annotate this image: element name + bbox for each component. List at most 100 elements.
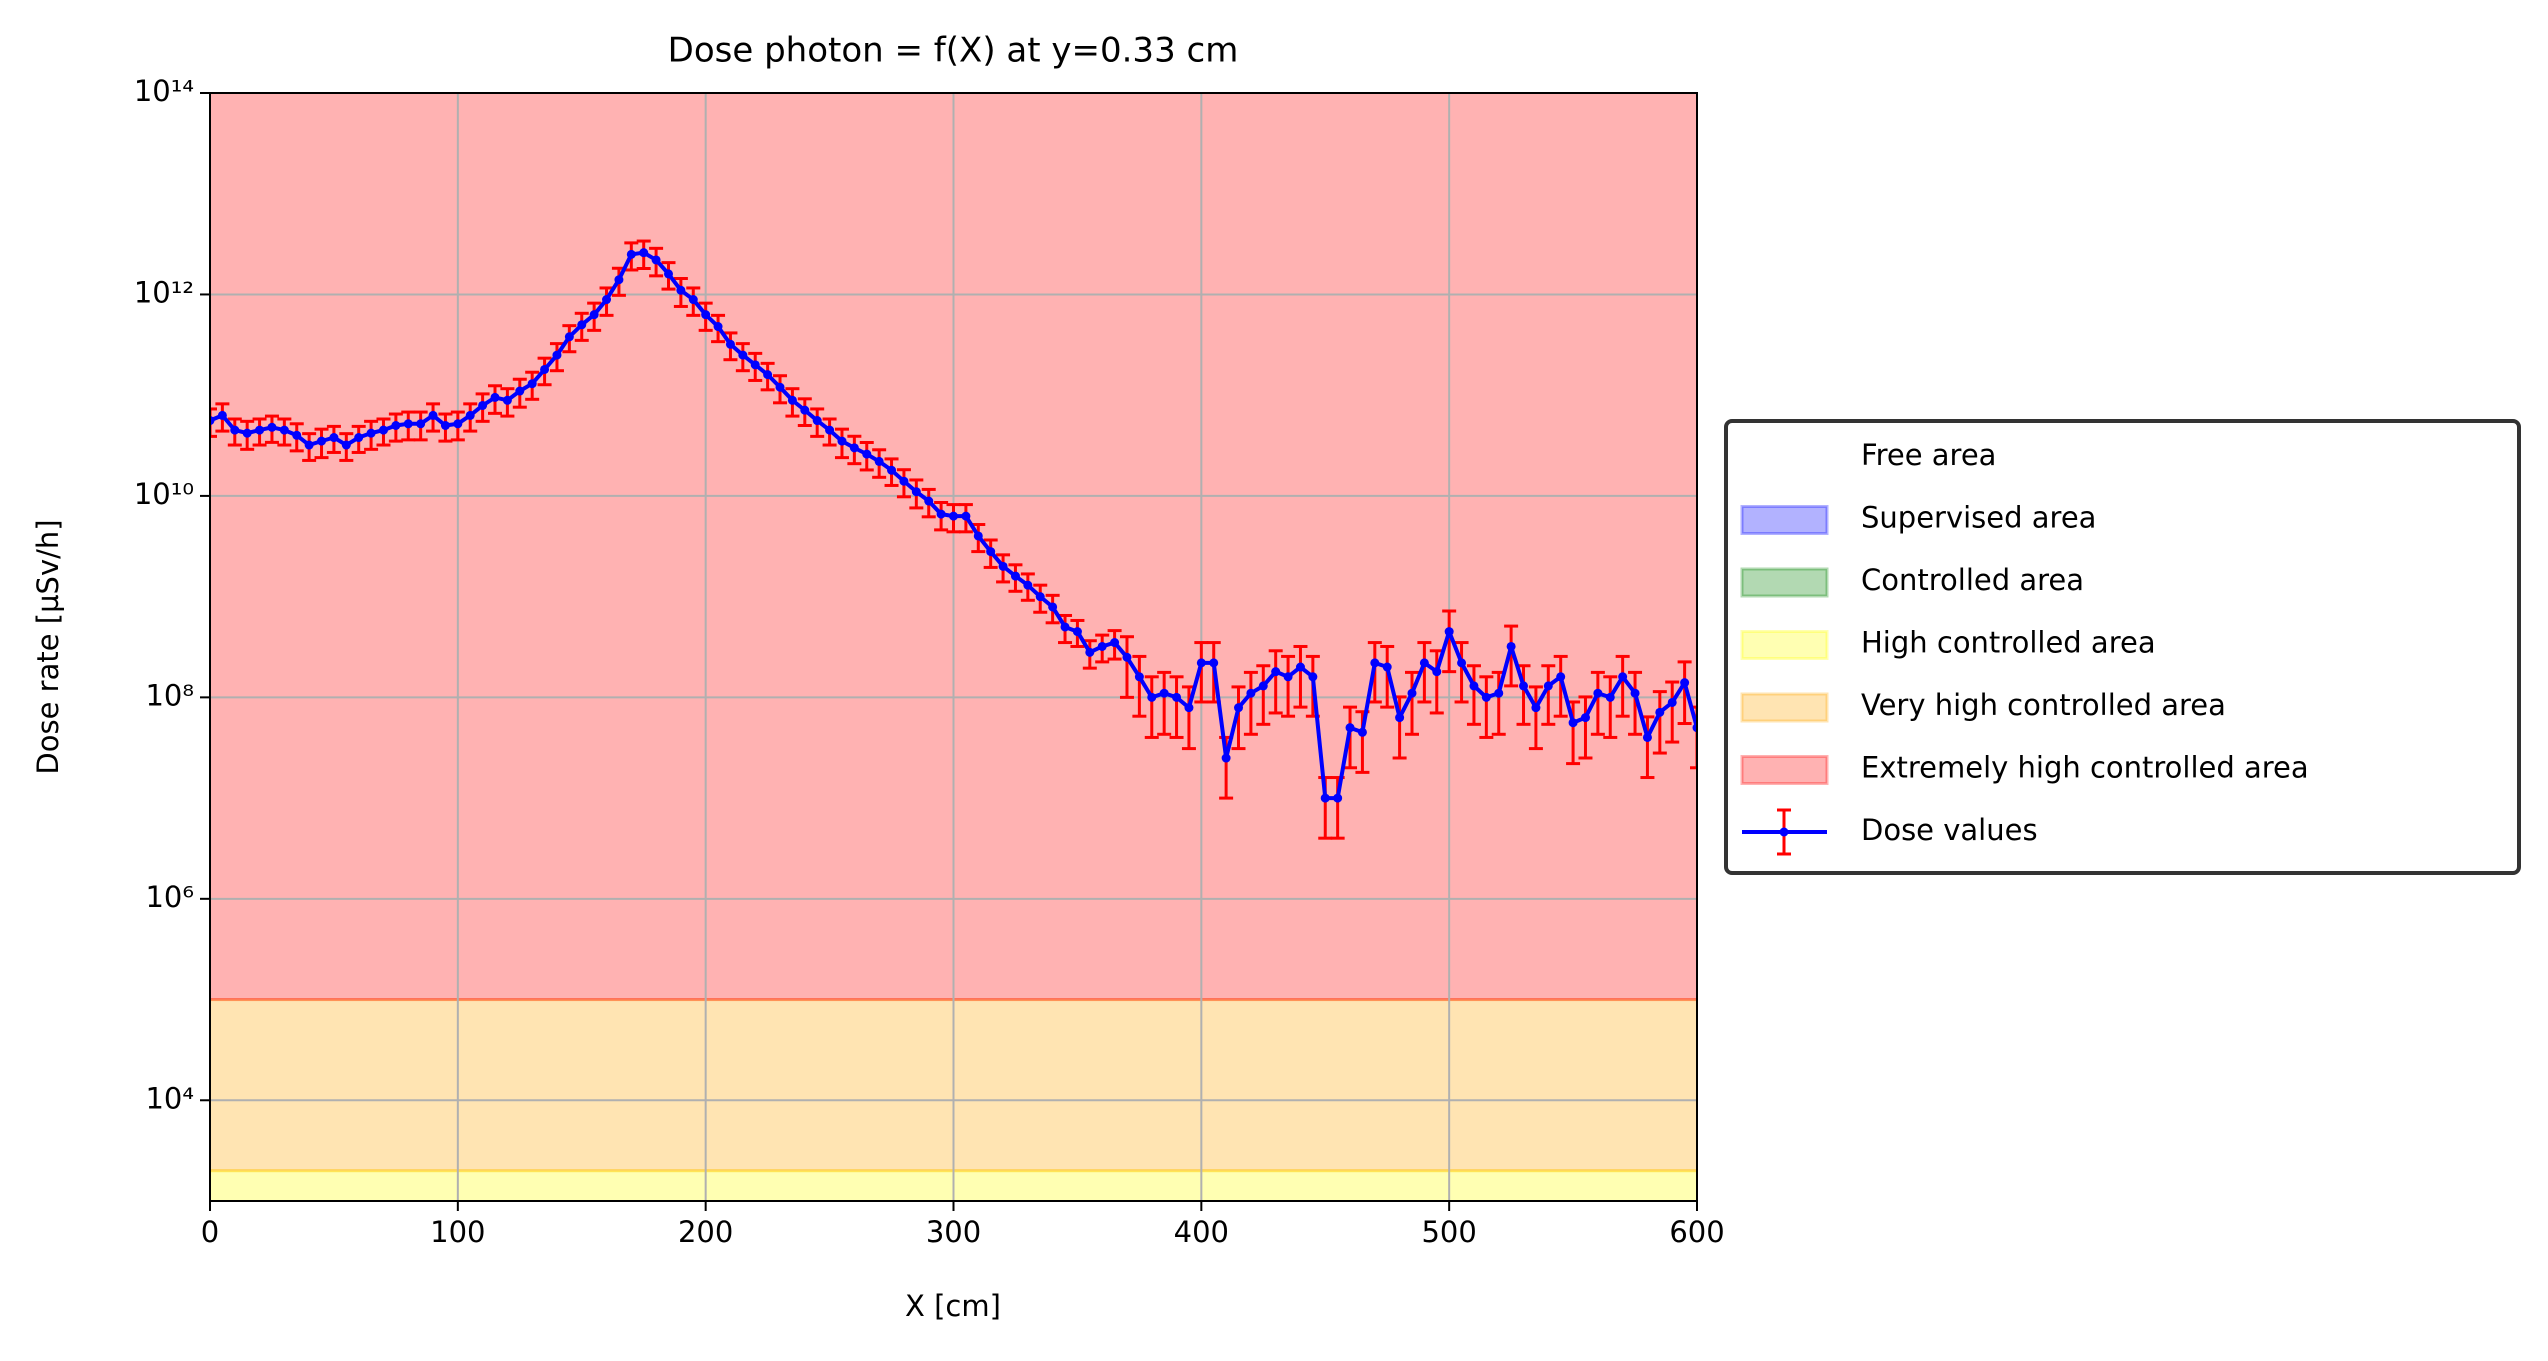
data-point	[651, 255, 661, 265]
data-point	[676, 285, 686, 295]
data-point	[1357, 727, 1367, 737]
y-tick-label: 10¹⁴	[134, 74, 194, 108]
data-point	[1246, 688, 1256, 698]
error-bar	[1615, 654, 1630, 718]
data-point	[874, 456, 884, 466]
data-point	[1345, 723, 1355, 733]
data-point	[800, 405, 810, 415]
data-point	[1271, 667, 1281, 677]
error-bar	[1243, 670, 1258, 736]
data-point	[304, 440, 314, 450]
data-point	[911, 487, 921, 497]
y-tick-label: 10⁸	[145, 678, 194, 712]
x-tick-label: 100	[430, 1215, 485, 1249]
data-point	[1023, 580, 1033, 590]
data-point	[738, 350, 748, 360]
data-point	[1184, 703, 1194, 713]
data-point	[750, 360, 760, 370]
data-point	[1147, 692, 1157, 702]
data-point	[701, 310, 711, 320]
error-bar	[1677, 660, 1692, 726]
legend-label: Very high controlled area	[1861, 688, 2226, 722]
data-point	[1097, 641, 1107, 651]
error-bar	[1528, 685, 1543, 751]
data-point	[825, 425, 835, 435]
x-tick-label: 400	[1174, 1215, 1229, 1249]
data-point	[1110, 638, 1120, 648]
error-bar	[1256, 664, 1271, 726]
data-point	[1618, 672, 1628, 682]
data-point	[552, 350, 562, 360]
legend-label: Supervised area	[1861, 501, 2096, 535]
data-point	[1048, 602, 1058, 612]
data-point	[564, 332, 574, 342]
error-bar	[1652, 690, 1667, 755]
data-point	[1196, 658, 1206, 668]
data-point	[688, 295, 698, 305]
data-point	[292, 430, 302, 440]
data-point	[1692, 723, 1697, 733]
data-point	[1457, 658, 1467, 668]
data-point	[1469, 681, 1479, 691]
data-point	[490, 392, 500, 402]
data-point	[787, 395, 797, 405]
data-point	[775, 382, 785, 392]
data-point	[1072, 627, 1082, 637]
data-point	[440, 421, 450, 431]
data-point	[1432, 667, 1442, 677]
x-axis-label: X [cm]	[905, 1289, 1001, 1323]
data-point	[1308, 672, 1318, 682]
legend-swatch	[1740, 442, 1829, 473]
data-point	[862, 449, 872, 459]
error-bar	[1603, 675, 1618, 739]
data-point	[763, 370, 773, 380]
x-tick-label: 200	[678, 1215, 733, 1249]
data-point	[217, 410, 227, 420]
data-point	[391, 421, 401, 431]
data-point	[1333, 793, 1343, 803]
y-tick-label: 10¹⁰	[134, 477, 194, 511]
line-layer	[210, 248, 1697, 803]
data-point	[1122, 652, 1132, 662]
data-point	[317, 436, 327, 446]
data-point	[986, 547, 996, 557]
data-point	[416, 419, 426, 429]
error-bar	[1231, 685, 1246, 751]
legend-swatch	[1740, 755, 1829, 785]
legend-label: Controlled area	[1861, 563, 2084, 597]
y-tick-label: 10⁶	[145, 880, 194, 914]
data-point	[713, 322, 723, 332]
error-bar	[210, 407, 217, 438]
data-point	[515, 386, 525, 396]
legend: Free area Supervised area Controlled area H…	[1740, 438, 2309, 856]
data-point	[837, 436, 847, 446]
data-point	[1667, 697, 1677, 707]
data-point	[354, 433, 364, 443]
data-point	[936, 509, 946, 519]
data-point	[1221, 753, 1231, 763]
error-bar	[1553, 654, 1568, 718]
error-bar	[1268, 649, 1283, 715]
data-point	[1035, 592, 1045, 602]
error-bar	[1454, 641, 1469, 704]
legend-label: Free area	[1861, 438, 1996, 472]
x-tick-label: 500	[1421, 1215, 1476, 1249]
error-bar	[1144, 675, 1159, 739]
error-bar	[1194, 641, 1209, 704]
data-point	[849, 443, 859, 453]
data-point	[1580, 713, 1590, 723]
data-point	[502, 395, 512, 405]
error-bar	[1504, 624, 1519, 688]
legend-box	[1724, 419, 2521, 875]
error-bar	[1578, 695, 1593, 760]
chart-title: Dose photon = f(X) at y=0.33 cm	[668, 31, 1239, 71]
data-point	[230, 425, 240, 435]
data-point	[279, 425, 289, 435]
x-tick-label: 600	[1669, 1215, 1724, 1249]
data-point	[1593, 688, 1603, 698]
error-bar	[1380, 644, 1395, 709]
data-point	[973, 531, 983, 541]
data-point	[725, 339, 735, 349]
data-point	[899, 476, 909, 486]
